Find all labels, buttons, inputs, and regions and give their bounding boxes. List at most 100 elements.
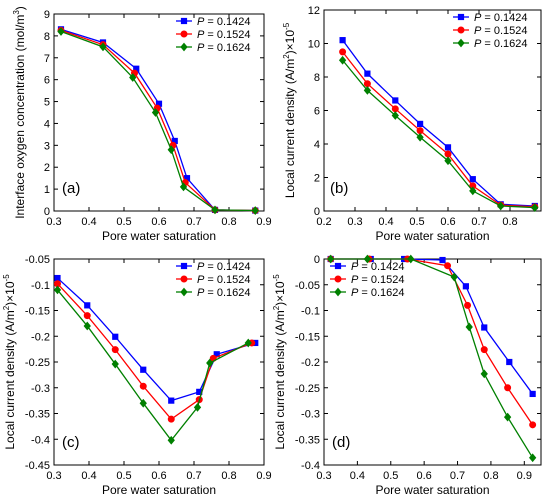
legend-marker bbox=[180, 262, 188, 270]
data-point-series-2 bbox=[444, 150, 452, 158]
plot-area bbox=[53, 258, 265, 466]
x-tick-label: 0.4 bbox=[81, 470, 96, 482]
series-line-2 bbox=[342, 51, 535, 208]
series-line-2 bbox=[60, 29, 256, 212]
data-point-series-3 bbox=[129, 73, 137, 82]
legend-entry-3: P = 0.1624 bbox=[197, 287, 251, 299]
y-axis-label: Local current density (A/m2)×10-5 bbox=[272, 274, 287, 450]
y-axis-label-superscript: 2 bbox=[2, 305, 11, 310]
data-point-series-3 bbox=[407, 254, 415, 264]
series-line-3 bbox=[56, 289, 249, 442]
data-point-series-3 bbox=[529, 453, 537, 463]
legend-marker bbox=[457, 38, 465, 48]
legend-marker bbox=[334, 275, 342, 283]
data-point-series-2 bbox=[391, 105, 399, 113]
data-point-series-1 bbox=[439, 256, 446, 264]
x-tick-label: 0.3 bbox=[46, 470, 61, 482]
data-point-series-3 bbox=[167, 435, 175, 445]
legend-entry-3: P = 0.1624 bbox=[197, 42, 251, 54]
data-point-series-3 bbox=[503, 412, 512, 422]
series-line-3 bbox=[330, 258, 534, 459]
legend-entry-1: P = 0.1424 bbox=[351, 261, 405, 273]
chart-panel-1: 0.3 0.4 0.5 0.6 0.7 0.8 0.9 0 1 2 3 4 5 6 7 8 9 Pore wate… bbox=[12, 6, 272, 243]
data-point-series-3 bbox=[363, 254, 372, 264]
x-axis-label: Pore water saturation bbox=[375, 229, 489, 243]
data-point-series-3 bbox=[480, 369, 488, 379]
data-point-series-3 bbox=[416, 132, 424, 142]
data-point-series-3 bbox=[206, 358, 214, 368]
x-tick-label: 0.8 bbox=[483, 470, 498, 482]
data-point-series-2 bbox=[167, 415, 175, 423]
data-point-series-3 bbox=[465, 322, 473, 332]
series-group bbox=[338, 37, 539, 213]
y-tick-label: 3 bbox=[44, 140, 50, 152]
y-axis-label: Local current density (A/m2)×10-5 bbox=[282, 22, 297, 198]
y-tick-label: -0.2 bbox=[301, 357, 320, 369]
chart-panel-2: 0.2 0.3 0.4 0.5 0.6 0.7 0.8 0 2 4 6 8 10 12 Pore water… bbox=[282, 5, 542, 243]
y-tick-label: -0.3 bbox=[301, 409, 320, 421]
y-tick-label: -0.35 bbox=[295, 434, 320, 446]
y-axis-label-exponent: -5 bbox=[282, 22, 291, 30]
x-tick-label: 0.9 bbox=[517, 470, 532, 482]
legend-marker bbox=[334, 262, 342, 270]
legend-marker bbox=[180, 17, 188, 25]
x-tick-label: 0.8 bbox=[221, 216, 236, 228]
y-tick-label: 2 bbox=[314, 173, 320, 185]
y-axis-label-exponent: -5 bbox=[272, 274, 281, 282]
data-point-series-1 bbox=[469, 176, 476, 183]
legend-marker bbox=[180, 30, 188, 38]
y-tick-label: -0.3 bbox=[31, 383, 50, 395]
x-tick-label: 0.5 bbox=[116, 470, 131, 482]
data-point-series-3 bbox=[57, 27, 65, 36]
x-tick-label: 0.9 bbox=[256, 216, 271, 228]
chart-panel-3: 0.3 0.4 0.5 0.6 0.7 0.8 0.9 -0.45 -0.4 -0.35 -0.3 -… bbox=[2, 254, 272, 495]
y-tick-label: 9 bbox=[44, 9, 50, 21]
y-axis-label-main: Interface oxygen concentration (mol/m bbox=[13, 15, 27, 219]
x-tick-label: 0.7 bbox=[450, 470, 465, 482]
x-tick-label: 0.4 bbox=[378, 216, 393, 228]
y-tick-label: 10 bbox=[308, 39, 320, 51]
x-tick-label: 0.5 bbox=[383, 470, 398, 482]
data-point-series-1 bbox=[444, 144, 452, 151]
legend-entry-3: P = 0.1624 bbox=[351, 287, 405, 299]
data-point-series-1 bbox=[417, 120, 424, 128]
data-point-series-2 bbox=[363, 80, 371, 88]
data-point-series-1 bbox=[168, 397, 175, 404]
y-axis-label-unit: )×10 bbox=[3, 281, 17, 306]
data-point-series-3 bbox=[444, 156, 452, 166]
data-point-series-1 bbox=[84, 302, 91, 309]
legend-entry-3: P = 0.1624 bbox=[474, 38, 528, 50]
data-point-series-1 bbox=[462, 283, 469, 290]
data-point-series-1 bbox=[112, 333, 119, 340]
data-point-series-3 bbox=[327, 254, 335, 264]
panel-label: (d) bbox=[332, 434, 350, 451]
data-point-series-1 bbox=[339, 37, 346, 44]
data-point-series-3 bbox=[54, 285, 62, 295]
y-tick-label: 5 bbox=[44, 97, 50, 109]
y-tick-label: -0.1 bbox=[301, 306, 320, 318]
x-tick-label: 0.6 bbox=[151, 470, 166, 482]
series-line-3 bbox=[60, 30, 256, 212]
data-point-series-3 bbox=[167, 145, 175, 155]
y-tick-label: -0.2 bbox=[31, 331, 50, 343]
data-point-series-1 bbox=[392, 97, 399, 104]
x-tick-label: 0.7 bbox=[186, 216, 201, 228]
legend-entry-1: P = 0.1424 bbox=[474, 12, 528, 24]
x-tick-label: 0.5 bbox=[116, 216, 131, 228]
series-line-1 bbox=[60, 28, 256, 212]
series-line-3 bbox=[342, 59, 535, 209]
y-tick-label: -0.25 bbox=[25, 357, 50, 369]
legend-entry-1: P = 0.1424 bbox=[197, 261, 251, 273]
legend-marker bbox=[180, 275, 188, 283]
y-tick-label: 0 bbox=[44, 206, 50, 218]
series-group bbox=[54, 274, 259, 445]
x-tick-label: 0.4 bbox=[350, 470, 365, 482]
x-tick-label: 0.3 bbox=[347, 216, 362, 228]
x-tick-label: 0.3 bbox=[316, 470, 331, 482]
plot-area bbox=[323, 258, 542, 466]
y-axis-label-exponent: -5 bbox=[2, 274, 11, 282]
y-tick-label: 0 bbox=[314, 206, 320, 218]
data-point-series-3 bbox=[179, 182, 188, 192]
y-tick-label: -0.1 bbox=[31, 280, 50, 292]
x-tick-label: 0.8 bbox=[502, 216, 517, 228]
